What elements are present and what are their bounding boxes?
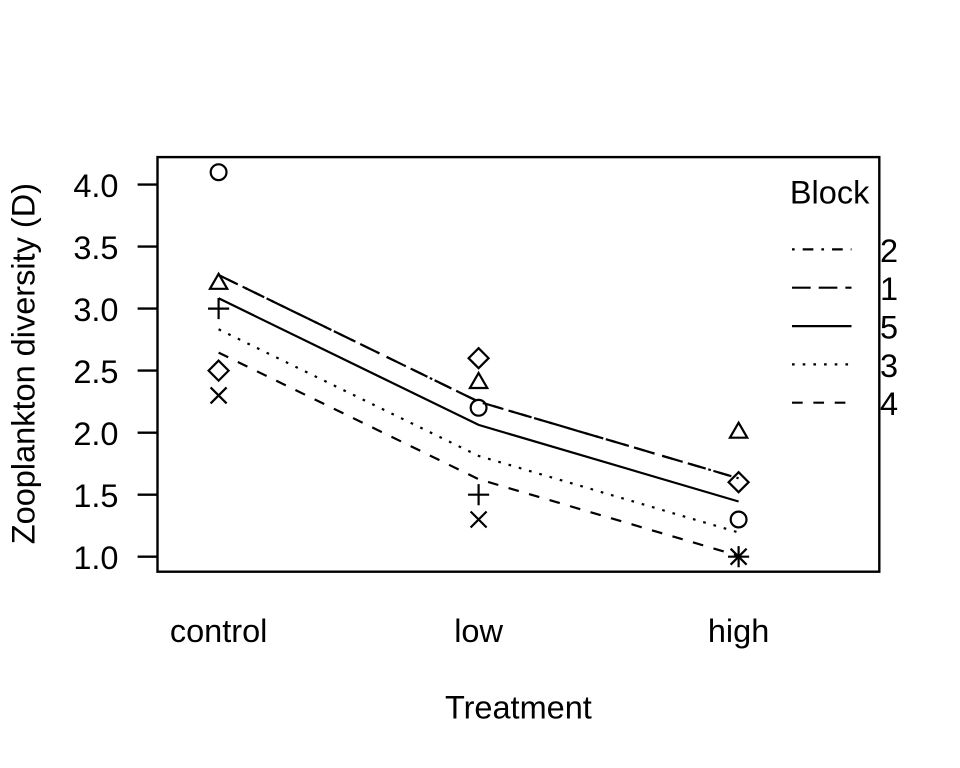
svg-text:3: 3 bbox=[880, 348, 898, 384]
svg-text:5: 5 bbox=[880, 310, 898, 346]
svg-text:1: 1 bbox=[880, 271, 898, 307]
svg-text:3.5: 3.5 bbox=[73, 230, 118, 266]
svg-text:Treatment: Treatment bbox=[445, 690, 592, 726]
svg-text:Block: Block bbox=[790, 175, 870, 211]
svg-text:low: low bbox=[454, 613, 503, 649]
svg-text:high: high bbox=[708, 613, 769, 649]
svg-text:2.5: 2.5 bbox=[73, 354, 118, 390]
svg-text:1.5: 1.5 bbox=[73, 478, 118, 514]
svg-text:control: control bbox=[170, 613, 268, 649]
svg-text:Zooplankton diversity (D): Zooplankton diversity (D) bbox=[6, 183, 42, 544]
svg-text:2.0: 2.0 bbox=[73, 416, 118, 452]
svg-text:4.0: 4.0 bbox=[73, 168, 118, 204]
svg-text:4: 4 bbox=[880, 386, 898, 422]
svg-text:1.0: 1.0 bbox=[73, 540, 118, 576]
svg-text:2: 2 bbox=[880, 233, 898, 269]
svg-text:3.0: 3.0 bbox=[73, 292, 118, 328]
